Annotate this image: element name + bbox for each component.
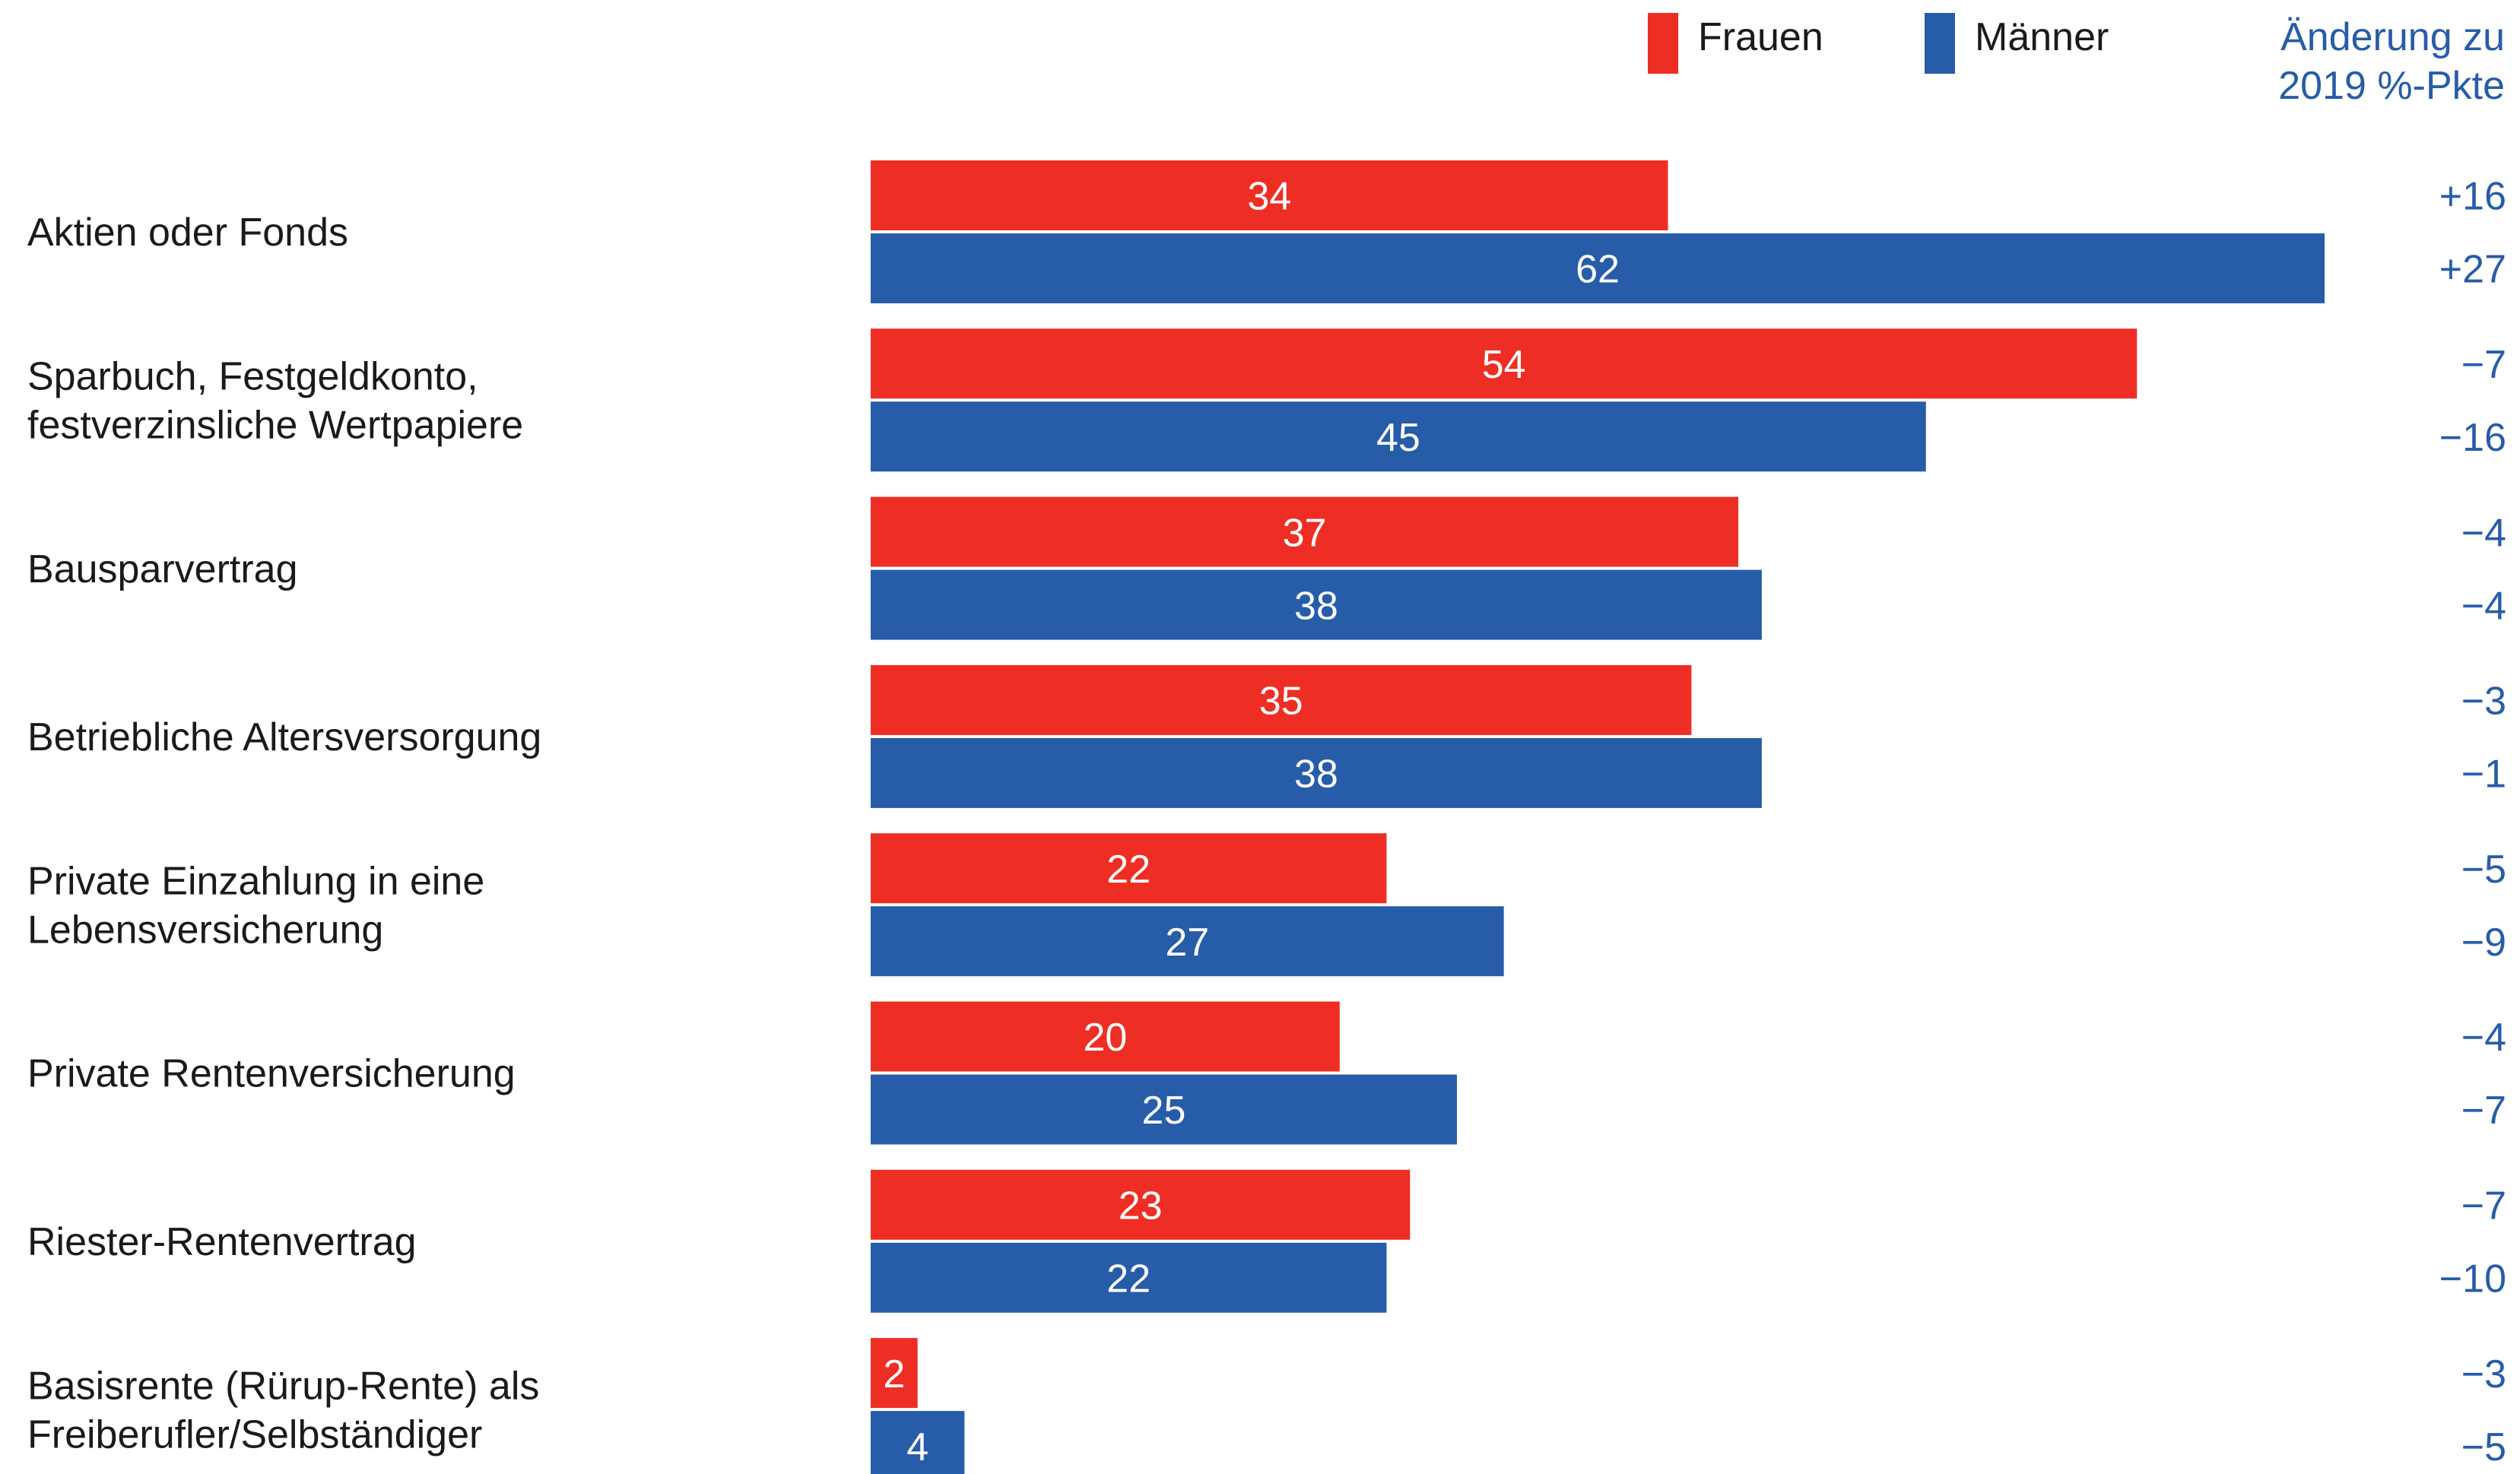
change-header-line2: 2019 %-Pkte [2278, 64, 2505, 108]
change-value-label: −1 [2461, 753, 2506, 797]
bar-frauen [871, 1169, 1411, 1240]
change-value-label: +16 [2439, 175, 2506, 219]
category-label: Bausparvertrag [27, 547, 298, 591]
bar-frauen [871, 496, 1739, 567]
bar-value-label: 35 [1259, 680, 1303, 724]
change-value-label: −16 [2439, 416, 2506, 460]
legend-label-men: Männer [1975, 15, 2109, 59]
bar-frauen [871, 160, 1668, 230]
bar-value-label: 23 [1119, 1184, 1163, 1228]
change-value-label: −7 [2461, 1089, 2506, 1133]
category-label: Riester-Rentenvertrag [27, 1220, 417, 1264]
change-value-label: −5 [2461, 1425, 2506, 1469]
bar-value-label: 2 [883, 1352, 905, 1396]
category-label: festverzinsliche Wertpapiere [27, 404, 523, 448]
bar-value-label: 25 [1142, 1089, 1186, 1133]
bar-value-label: 37 [1283, 511, 1327, 555]
change-value-label: −5 [2461, 848, 2506, 892]
bar-maenner [871, 233, 2325, 303]
category-label: Private Einzahlung in eine [27, 859, 484, 903]
bar-maenner [871, 1411, 965, 1474]
category-row: Private Einzahlung in eine Lebensversiche… [27, 833, 2506, 977]
bar-value-label: 38 [1294, 753, 1338, 797]
change-value-label: −9 [2461, 921, 2506, 965]
bar-frauen [871, 664, 1692, 735]
change-value-label: −7 [2461, 343, 2506, 387]
category-label: Basisrente (Rürup-Rente) als [27, 1364, 539, 1408]
bar-value-label: 45 [1376, 416, 1420, 460]
bar-maenner [871, 569, 1762, 640]
change-value-label: +27 [2439, 248, 2506, 292]
bar-value-label: 62 [1576, 248, 1620, 292]
change-value-label: −4 [2461, 1016, 2506, 1060]
category-label: Private Rentenversicherung [27, 1052, 516, 1096]
change-value-label: −4 [2461, 584, 2506, 628]
bar-maenner [871, 1074, 1457, 1145]
legend-label-women: Frauen [1698, 15, 1823, 59]
bar-value-label: 27 [1165, 921, 1209, 965]
change-value-label: −7 [2461, 1184, 2506, 1228]
category-label: Lebensversicherung [27, 908, 383, 952]
category-row: Aktien oder Fonds 34 +16 62 +27 [27, 160, 2506, 303]
bar-maenner [871, 401, 1926, 472]
legend-swatch-men [1925, 13, 1955, 74]
category-label: Aktien oder Fonds [27, 211, 348, 255]
change-value-label: −4 [2461, 511, 2506, 555]
category-label: Betriebliche Altersversorgung [27, 715, 541, 759]
bar-maenner [871, 1242, 1387, 1313]
category-row: Private Rentenversicherung 20 −4 25 −7 [27, 1001, 2506, 1145]
category-row: Bausparvertrag 37 −4 38 −4 [27, 496, 2506, 640]
bar-frauen [871, 1001, 1340, 1072]
bar-frauen [871, 833, 1387, 904]
category-row: Riester-Rentenvertrag 23 −7 22 −10 [27, 1169, 2506, 1313]
category-row: Sparbuch, Festgeldkonto, festverzinsliche… [27, 328, 2506, 472]
change-value-label: −3 [2461, 680, 2506, 724]
change-value-label: −10 [2439, 1257, 2506, 1301]
bar-value-label: 20 [1083, 1016, 1127, 1060]
bar-value-label: 54 [1482, 343, 1526, 387]
bar-frauen [871, 328, 2138, 399]
change-value-label: −3 [2461, 1352, 2506, 1396]
bar-value-label: 38 [1294, 584, 1338, 628]
category-label: Sparbuch, Festgeldkonto, [27, 355, 478, 399]
legend: Frauen Männer Änderung zu 2019 %-Pkte [1648, 13, 2505, 108]
bar-value-label: 22 [1106, 1257, 1151, 1301]
bar-value-label: 22 [1106, 848, 1151, 892]
bar-maenner [871, 906, 1504, 977]
category-row: Basisrente (Rürup-Rente) alsFreiberufler… [27, 1338, 2506, 1474]
legend-swatch-women [1648, 13, 1678, 74]
change-header-line1: Änderung zu [2280, 15, 2505, 59]
chart-rows: Aktien oder Fonds 34 +16 62 +27 Sparbuch, Fes… [27, 160, 2506, 1474]
category-label: Freiberufler/Selbständiger [27, 1412, 482, 1457]
bar-value-label: 4 [906, 1425, 928, 1469]
bar-maenner [871, 737, 1762, 808]
bar-frauen [871, 1338, 918, 1409]
category-row: Betriebliche Altersversorgung 35 −3 38 −1 [27, 664, 2506, 808]
bar-value-label: 34 [1247, 175, 1291, 219]
